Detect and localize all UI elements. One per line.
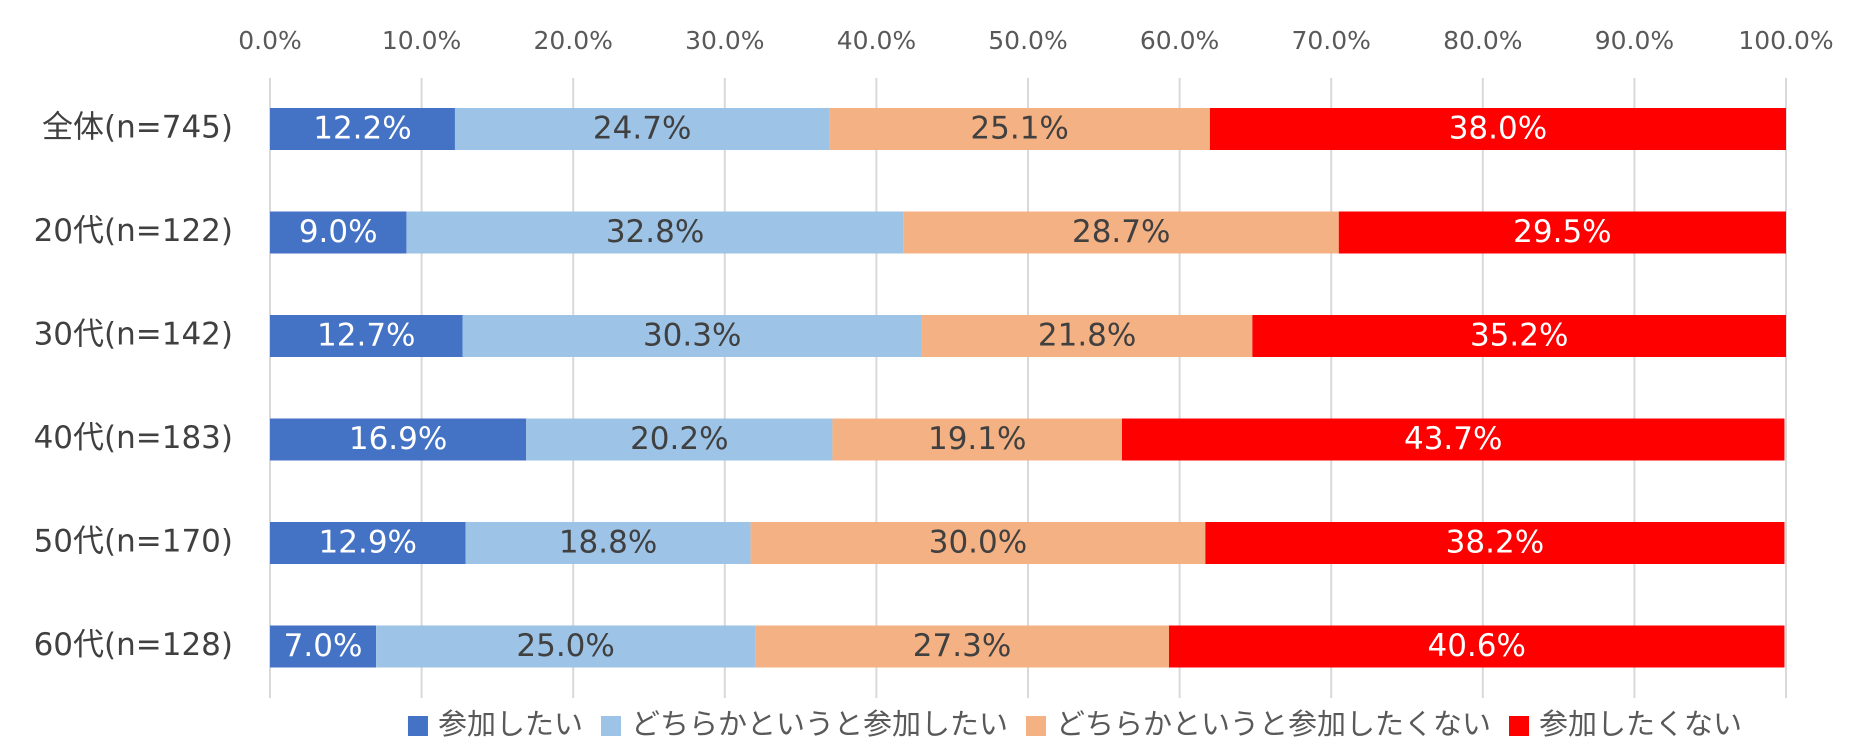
legend-item: どちらかというと参加したい	[600, 707, 1008, 741]
bar-segment	[921, 315, 1253, 357]
legend-swatch	[1509, 716, 1530, 736]
category-label: 30代(n=142)	[34, 317, 233, 353]
bar-segment	[270, 315, 463, 357]
legend-item: どちらかというと参加したくない	[1026, 707, 1491, 741]
legend-swatch	[1026, 716, 1046, 736]
bar-segment	[270, 522, 466, 564]
data-label: 25.1%	[970, 111, 1068, 147]
category-label: 50代(n=170)	[34, 524, 233, 560]
x-tick-label: 60.0%	[1140, 26, 1219, 55]
bar-segment	[270, 625, 377, 668]
data-label: 12.9%	[319, 525, 417, 561]
x-tick-label: 40.0%	[837, 26, 916, 55]
data-label: 28.7%	[1072, 214, 1170, 250]
bar-segment	[1209, 108, 1786, 150]
x-tick-label: 10.0%	[382, 26, 461, 55]
bar-segment	[376, 625, 756, 668]
data-label: 12.2%	[313, 111, 411, 147]
bars: 12.2% 24.7% 25.1% 38.0% 9.0% 32.8% 28.7% 29.5% 1…	[270, 108, 1786, 668]
bar-segment	[270, 211, 407, 254]
category-label: 60代(n=128)	[34, 627, 233, 663]
bar-segment	[406, 211, 904, 254]
bar-segment	[750, 522, 1206, 564]
bar-segment	[832, 418, 1122, 461]
data-label: 7.0%	[284, 628, 363, 664]
legend-label: 参加したくない	[1539, 707, 1742, 741]
bar-segment	[270, 418, 527, 461]
legend-item: 参加したくない	[1509, 707, 1742, 741]
bar-segment	[462, 315, 922, 357]
data-label: 24.7%	[593, 111, 691, 147]
bar-segment	[829, 108, 1210, 150]
data-label: 27.3%	[913, 628, 1011, 664]
data-label: 18.8%	[559, 525, 657, 561]
category-label: 全体(n=745)	[42, 110, 233, 146]
category-label: 20代(n=122)	[34, 213, 233, 249]
bar-segment	[1205, 522, 1785, 564]
bar-segment	[1252, 315, 1786, 357]
data-label: 32.8%	[606, 214, 704, 250]
data-label: 43.7%	[1404, 421, 1502, 457]
data-label: 30.3%	[643, 318, 741, 354]
x-tick-label: 90.0%	[1595, 26, 1674, 55]
x-tick-label: 30.0%	[685, 26, 764, 55]
data-label: 38.2%	[1446, 525, 1544, 561]
legend-swatch	[407, 716, 428, 736]
legend: 参加したい どちらかというと参加したい どちらかというと参加したくない 参加したくない	[407, 707, 1742, 741]
bar-segment	[755, 625, 1169, 668]
category-labels: 全体(n=745) 20代(n=122) 30代(n=142) 40代(n=183) 5…	[34, 110, 233, 664]
data-label: 20.2%	[630, 421, 728, 457]
data-label: 16.9%	[349, 421, 447, 457]
data-label: 30.0%	[929, 525, 1027, 561]
legend-label: どちらかというと参加したい	[631, 707, 1008, 741]
data-label: 35.2%	[1470, 318, 1568, 354]
bar-segment	[465, 522, 751, 564]
bar-segment	[270, 108, 455, 150]
data-label: 21.8%	[1038, 318, 1136, 354]
bar-segment	[1168, 625, 1785, 668]
bar-segment	[1338, 211, 1786, 254]
bar-segment	[903, 211, 1339, 254]
legend-label: 参加したい	[438, 707, 583, 741]
bar-segment	[454, 108, 830, 150]
bar-segment	[526, 418, 833, 461]
x-tick-label: 50.0%	[988, 26, 1067, 55]
data-label: 38.0%	[1449, 111, 1547, 147]
category-label: 40代(n=183)	[34, 420, 233, 456]
x-tick-label: 100.0%	[1738, 26, 1833, 55]
x-axis-tick-labels: 0.0% 10.0% 20.0% 30.0% 40.0% 50.0% 60.0% 70.0% 8…	[238, 26, 1833, 55]
x-tick-label: 0.0%	[238, 26, 302, 55]
x-tick-label: 20.0%	[533, 26, 612, 55]
x-tick-label: 70.0%	[1291, 26, 1370, 55]
data-label: 12.7%	[317, 318, 415, 354]
bar-segment	[1121, 418, 1785, 461]
data-label: 25.0%	[516, 628, 614, 664]
gridlines	[269, 78, 1787, 698]
legend-item: 参加したい	[407, 707, 583, 741]
data-label: 9.0%	[299, 214, 378, 250]
data-label: 29.5%	[1513, 214, 1611, 250]
legend-swatch	[600, 716, 621, 736]
legend-label: どちらかというと参加したくない	[1056, 707, 1491, 741]
data-label: 19.1%	[928, 421, 1026, 457]
data-label: 40.6%	[1427, 628, 1525, 664]
x-tick-label: 80.0%	[1443, 26, 1522, 55]
